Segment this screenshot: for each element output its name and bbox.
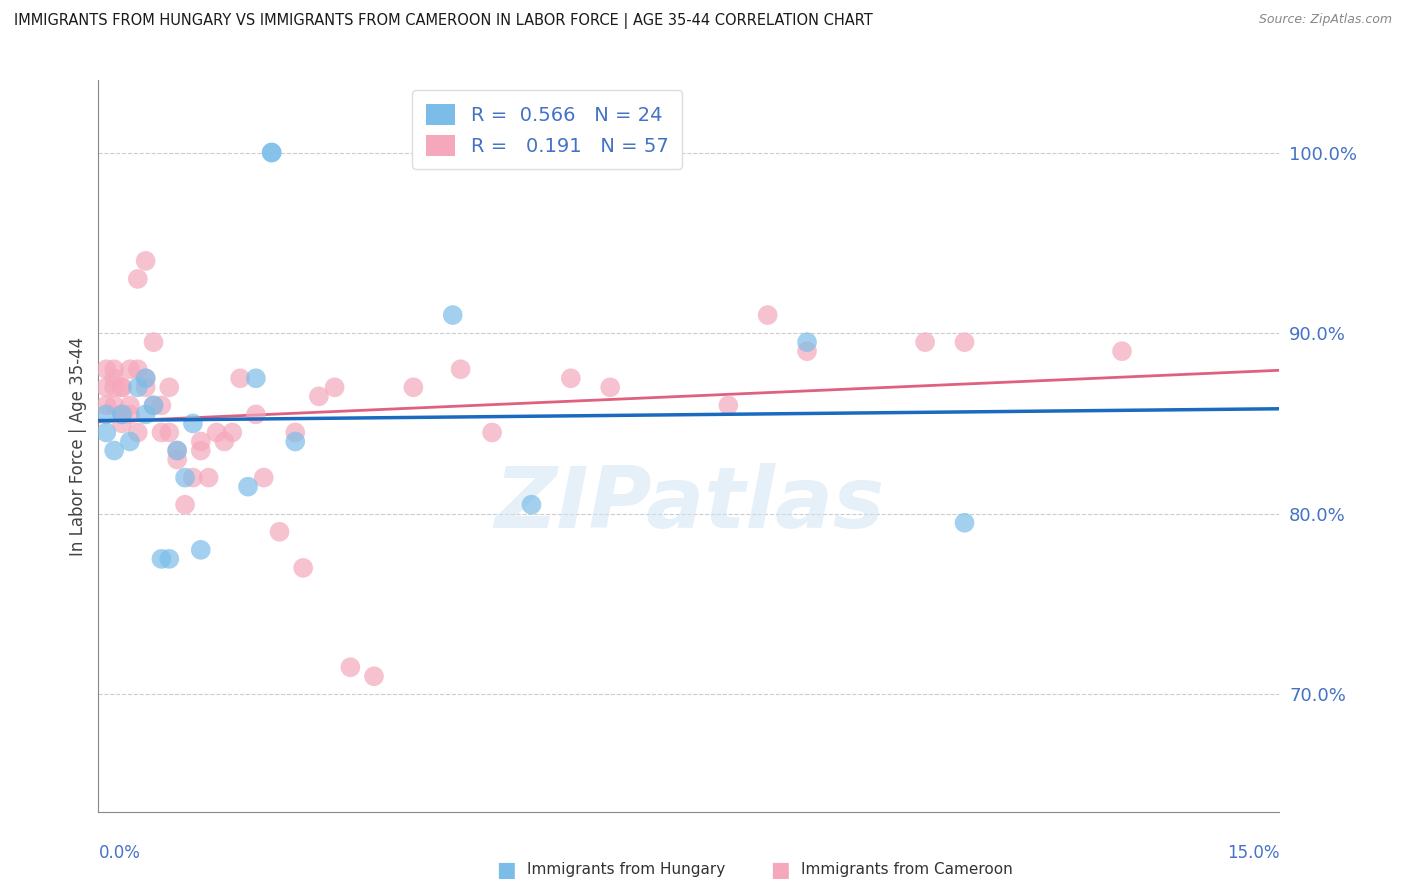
Point [560,371,582,385]
Point [135,371,157,385]
Text: 0.0%: 0.0% [98,844,141,863]
Point [96,408,118,422]
Point [284,425,307,440]
Point [103,371,125,385]
Text: ZIPatlas: ZIPatlas [494,463,884,546]
Point [118,398,141,412]
Text: Immigrants from Hungary: Immigrants from Hungary [527,863,725,877]
Point [190,443,212,458]
Text: ■: ■ [770,860,790,880]
Point [142,398,165,412]
Point [1111,344,1133,359]
Text: IMMIGRANTS FROM HUNGARY VS IMMIGRANTS FROM CAMEROON IN LABOR FORCE | AGE 35-44 C: IMMIGRANTS FROM HUNGARY VS IMMIGRANTS FR… [14,13,873,29]
Point [717,398,740,412]
Point [135,380,157,394]
Legend: R =  0.566   N = 24, R =   0.191   N = 57: R = 0.566 N = 24, R = 0.191 N = 57 [412,90,682,169]
Point [166,443,188,458]
Text: ■: ■ [496,860,516,880]
Point [214,434,236,449]
Point [236,480,259,494]
Point [181,417,204,431]
Point [96,398,118,412]
Point [103,362,125,376]
Point [441,308,464,322]
Point [953,516,976,530]
Point [599,380,621,394]
Point [181,470,204,484]
Point [402,380,425,394]
Point [135,371,157,385]
Point [253,470,276,484]
Point [520,498,543,512]
Point [111,380,134,394]
Point [481,425,503,440]
Point [118,362,141,376]
Point [269,524,291,539]
Point [135,253,157,268]
Text: 15.0%: 15.0% [1227,844,1279,863]
Point [118,408,141,422]
Point [197,470,219,484]
Point [111,408,134,422]
Point [103,398,125,412]
Point [96,425,118,440]
Point [166,443,188,458]
Point [450,362,472,376]
Point [135,408,157,422]
Point [111,408,134,422]
Point [96,380,118,394]
Point [150,425,173,440]
Point [103,380,125,394]
Point [127,425,149,440]
Point [284,434,307,449]
Point [150,398,173,412]
Point [166,452,188,467]
Text: Source: ZipAtlas.com: Source: ZipAtlas.com [1258,13,1392,27]
Point [308,389,330,403]
Point [323,380,346,394]
Point [190,542,212,557]
Point [796,335,818,350]
Point [150,552,173,566]
Point [174,470,197,484]
Point [953,335,976,350]
Point [292,561,315,575]
Point [157,552,180,566]
Point [103,443,125,458]
Point [174,498,197,512]
Point [157,425,180,440]
Point [96,362,118,376]
Point [796,344,818,359]
Point [142,398,165,412]
Point [142,335,165,350]
Point [127,272,149,286]
Point [111,417,134,431]
Point [260,145,283,160]
Point [205,425,228,440]
Point [260,145,283,160]
Point [157,380,180,394]
Point [363,669,385,683]
Point [118,434,141,449]
Y-axis label: In Labor Force | Age 35-44: In Labor Force | Age 35-44 [69,336,87,556]
Text: Immigrants from Cameroon: Immigrants from Cameroon [801,863,1014,877]
Point [756,308,779,322]
Point [221,425,243,440]
Point [914,335,936,350]
Point [229,371,252,385]
Point [339,660,361,674]
Point [127,380,149,394]
Point [190,434,212,449]
Point [127,362,149,376]
Point [245,371,267,385]
Point [245,408,267,422]
Point [111,380,134,394]
